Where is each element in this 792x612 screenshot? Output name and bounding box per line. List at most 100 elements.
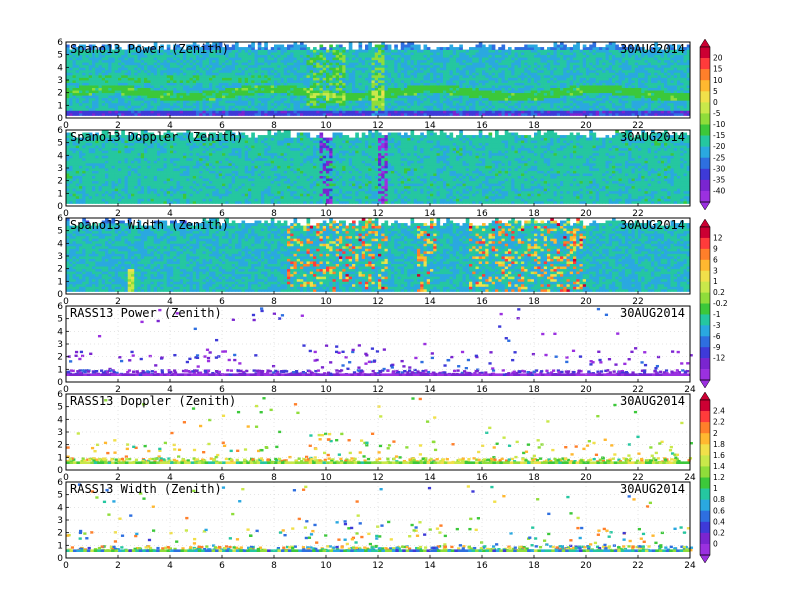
data-cell bbox=[413, 54, 418, 58]
data-cell bbox=[306, 92, 311, 96]
data-cell bbox=[612, 64, 616, 68]
data-cell bbox=[433, 112, 437, 116]
data-cell bbox=[459, 102, 463, 106]
data-cell bbox=[127, 72, 132, 76]
data-cell bbox=[469, 64, 473, 68]
data-cell bbox=[209, 57, 213, 61]
data-cell bbox=[95, 87, 99, 91]
data-cell bbox=[579, 74, 584, 78]
data-cell bbox=[452, 74, 457, 78]
data-cell bbox=[88, 105, 93, 109]
data-cell bbox=[222, 100, 226, 104]
data-cell bbox=[121, 57, 125, 61]
data-cell bbox=[550, 112, 554, 116]
data-cell bbox=[261, 49, 265, 53]
data-cell bbox=[231, 47, 236, 50]
data-cell bbox=[449, 85, 454, 88]
data-cell bbox=[75, 47, 80, 50]
data-cell bbox=[634, 87, 639, 91]
data-cell bbox=[199, 80, 203, 83]
data-cell bbox=[579, 112, 584, 116]
data-cell bbox=[550, 52, 554, 56]
data-cell bbox=[134, 100, 138, 104]
data-cell bbox=[199, 52, 203, 56]
data-cell bbox=[374, 59, 379, 63]
data-cell bbox=[326, 69, 330, 73]
data-cell bbox=[625, 74, 629, 78]
data-cell bbox=[417, 97, 421, 101]
data-cell bbox=[433, 90, 437, 94]
data-cell bbox=[189, 110, 194, 114]
data-cell bbox=[391, 59, 395, 63]
data-cell bbox=[488, 87, 493, 91]
data-cell bbox=[261, 95, 265, 99]
data-cell bbox=[553, 92, 558, 96]
data-cell bbox=[274, 47, 278, 50]
data-cell bbox=[651, 110, 655, 114]
data-cell bbox=[309, 80, 314, 83]
data-cell bbox=[592, 52, 597, 56]
data-cell bbox=[641, 105, 645, 109]
data-cell bbox=[283, 72, 288, 76]
data-cell bbox=[560, 80, 564, 83]
data-cell bbox=[563, 105, 567, 109]
data-cell bbox=[439, 97, 444, 101]
data-cell bbox=[586, 87, 590, 91]
data-cell bbox=[579, 62, 584, 66]
data-cell bbox=[199, 105, 203, 109]
data-cell bbox=[556, 52, 561, 56]
data-cell bbox=[144, 64, 148, 68]
data-cell bbox=[472, 85, 476, 88]
data-cell bbox=[449, 110, 454, 114]
data-cell bbox=[634, 95, 639, 99]
data-cell bbox=[511, 74, 515, 78]
data-cell bbox=[547, 87, 551, 91]
data-cell bbox=[472, 107, 476, 111]
data-cell bbox=[157, 64, 161, 68]
data-cell bbox=[244, 77, 249, 81]
data-cell bbox=[153, 92, 158, 96]
data-cell bbox=[462, 74, 467, 78]
data-cell bbox=[75, 107, 80, 111]
data-cell bbox=[569, 102, 574, 106]
data-cell bbox=[589, 85, 593, 88]
data-cell bbox=[134, 74, 138, 78]
data-cell bbox=[378, 95, 382, 99]
data-cell bbox=[599, 95, 603, 99]
data-cell bbox=[95, 64, 99, 68]
data-cell bbox=[436, 92, 441, 96]
data-cell bbox=[537, 102, 541, 106]
data-cell bbox=[163, 105, 168, 109]
data-cell bbox=[111, 77, 116, 81]
data-cell bbox=[374, 105, 379, 109]
data-cell bbox=[478, 102, 483, 106]
data-cell bbox=[319, 52, 324, 56]
data-cell bbox=[72, 92, 77, 96]
data-cell bbox=[345, 100, 350, 104]
data-cell bbox=[105, 47, 109, 50]
data-cell bbox=[345, 92, 350, 96]
data-cell bbox=[654, 80, 658, 83]
data-cell bbox=[160, 57, 164, 61]
data-cell bbox=[215, 64, 220, 68]
data-cell bbox=[144, 57, 148, 61]
data-cell bbox=[261, 67, 265, 71]
data-cell bbox=[212, 49, 216, 53]
data-cell bbox=[488, 80, 493, 83]
data-cell bbox=[472, 105, 476, 109]
data-cell bbox=[309, 82, 314, 86]
data-cell bbox=[443, 100, 447, 104]
data-cell bbox=[348, 52, 353, 56]
data-cell bbox=[358, 67, 363, 71]
data-cell bbox=[459, 95, 463, 99]
data-cell bbox=[215, 52, 220, 56]
data-cell bbox=[625, 85, 629, 88]
data-cell bbox=[238, 102, 242, 106]
data-cell bbox=[462, 54, 467, 58]
data-cell bbox=[137, 107, 142, 111]
data-cell bbox=[163, 77, 168, 81]
data-cell bbox=[267, 102, 272, 106]
data-cell bbox=[238, 67, 242, 71]
data-cell bbox=[381, 44, 385, 48]
data-cell bbox=[205, 49, 210, 53]
